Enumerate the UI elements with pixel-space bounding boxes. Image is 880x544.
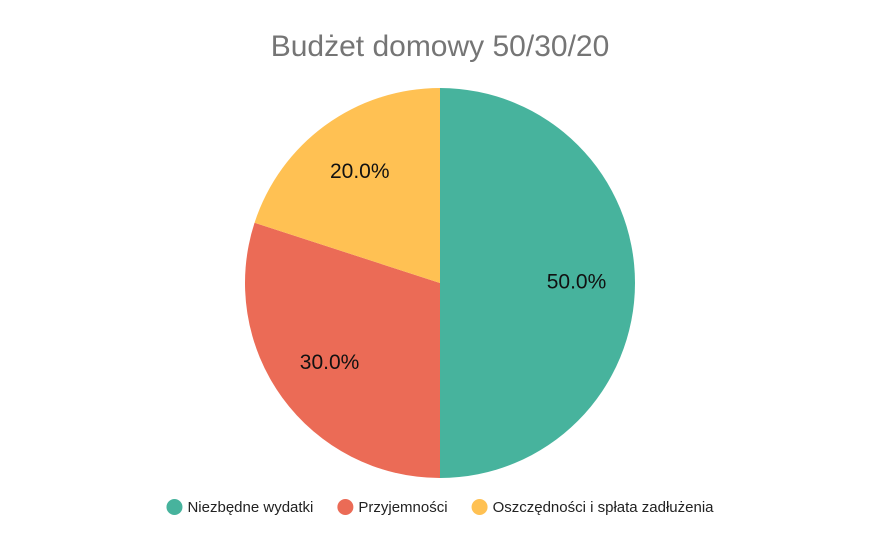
- legend-marker: [166, 499, 183, 515]
- pie-slice: [254, 88, 440, 283]
- legend-marker: [337, 499, 354, 515]
- pie-slice: [440, 88, 635, 478]
- legend-marker: [471, 499, 488, 515]
- slice-label: 30.0%: [300, 351, 360, 374]
- legend-label: Oszczędności i spłata zadłużenia: [493, 499, 715, 516]
- legend-label: Przyjemności: [358, 499, 447, 516]
- legend-label: Niezbędne wydatki: [187, 499, 313, 516]
- slice-label: 20.0%: [330, 160, 390, 183]
- chart-title: Budżet domowy 50/30/20: [271, 30, 610, 63]
- slice-label: 50.0%: [547, 271, 607, 294]
- pie-slice: [245, 222, 440, 478]
